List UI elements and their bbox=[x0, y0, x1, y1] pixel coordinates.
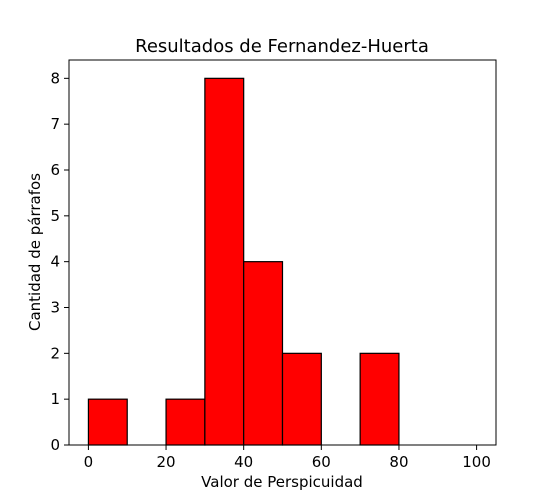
plot-frame bbox=[68, 59, 497, 446]
histogram-bar-30-40 bbox=[204, 77, 245, 446]
x-tick-label: 20 bbox=[156, 453, 175, 471]
x-tick-label: 40 bbox=[234, 453, 253, 471]
y-tick-label: 5 bbox=[50, 207, 60, 225]
x-tick-label: 80 bbox=[389, 453, 408, 471]
y-tick-label: 0 bbox=[50, 436, 60, 454]
bars-group bbox=[87, 77, 400, 446]
y-tick-label: 1 bbox=[50, 390, 60, 408]
y-tick-label: 6 bbox=[50, 161, 60, 179]
x-tick-label: 0 bbox=[84, 453, 94, 471]
histogram-bar-40-50 bbox=[243, 261, 284, 446]
x-tick-label: 100 bbox=[462, 453, 491, 471]
histogram-bar-50-60 bbox=[281, 352, 322, 446]
y-tick-label: 4 bbox=[50, 253, 60, 271]
x-axis-ticks: 0 20 40 60 80 100 bbox=[84, 445, 491, 471]
y-axis-ticks: 0 1 2 3 4 5 6 7 8 bbox=[50, 69, 69, 454]
histogram-bar-20-30 bbox=[165, 398, 206, 446]
chart-title: Resultados de Fernandez-Huerta bbox=[135, 36, 429, 57]
histogram-bar-0-10 bbox=[87, 398, 128, 446]
y-tick-label: 3 bbox=[50, 299, 60, 317]
y-axis-label: Cantidad de párrafos bbox=[26, 173, 44, 331]
x-tick-label: 60 bbox=[312, 453, 331, 471]
x-axis-label: Valor de Perspicuidad bbox=[201, 473, 363, 491]
y-tick-label: 2 bbox=[50, 344, 60, 362]
histogram-bar-70-80 bbox=[359, 352, 400, 446]
y-tick-label: 8 bbox=[50, 69, 60, 87]
y-tick-label: 7 bbox=[50, 115, 60, 133]
